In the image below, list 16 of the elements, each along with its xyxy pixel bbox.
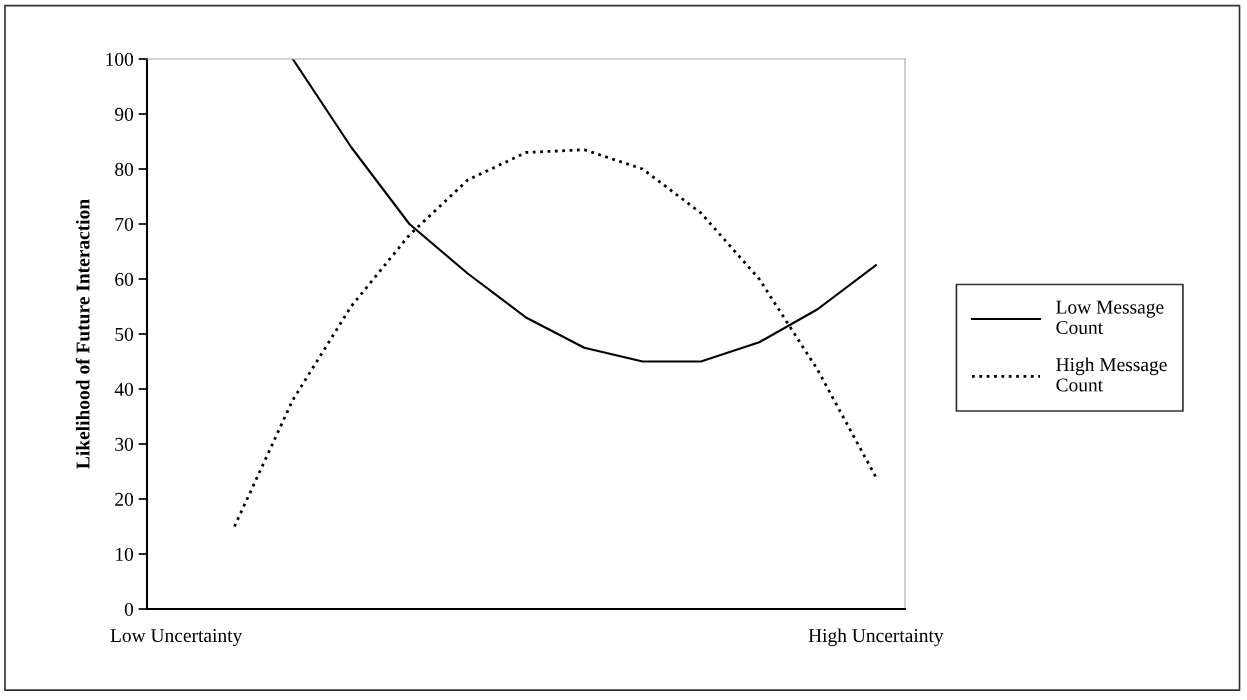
y-axis-title: Likelihood of Future Interaction <box>75 199 90 469</box>
y-tick-label: 10 <box>116 547 134 561</box>
y-tick-label: 0 <box>124 602 134 616</box>
y-tick-label: 40 <box>114 382 134 396</box>
legend-label: High Message Count <box>1056 357 1167 392</box>
y-tick-label: 30 <box>115 437 134 451</box>
y-tick-label: 60 <box>115 272 134 286</box>
x-tick-label: Low Uncertainty <box>110 629 243 647</box>
y-tick-label: 90 <box>114 107 134 121</box>
y-tick-label: 100 <box>106 52 134 66</box>
y-tick-label: 70 <box>115 217 134 231</box>
x-tick-label: High Uncertainty <box>808 628 944 647</box>
y-tick-label: 20 <box>115 492 134 506</box>
y-tick-label: 50 <box>115 327 134 341</box>
legend-label: Low Message Count <box>1056 300 1164 335</box>
y-tick-label: 80 <box>115 162 134 176</box>
